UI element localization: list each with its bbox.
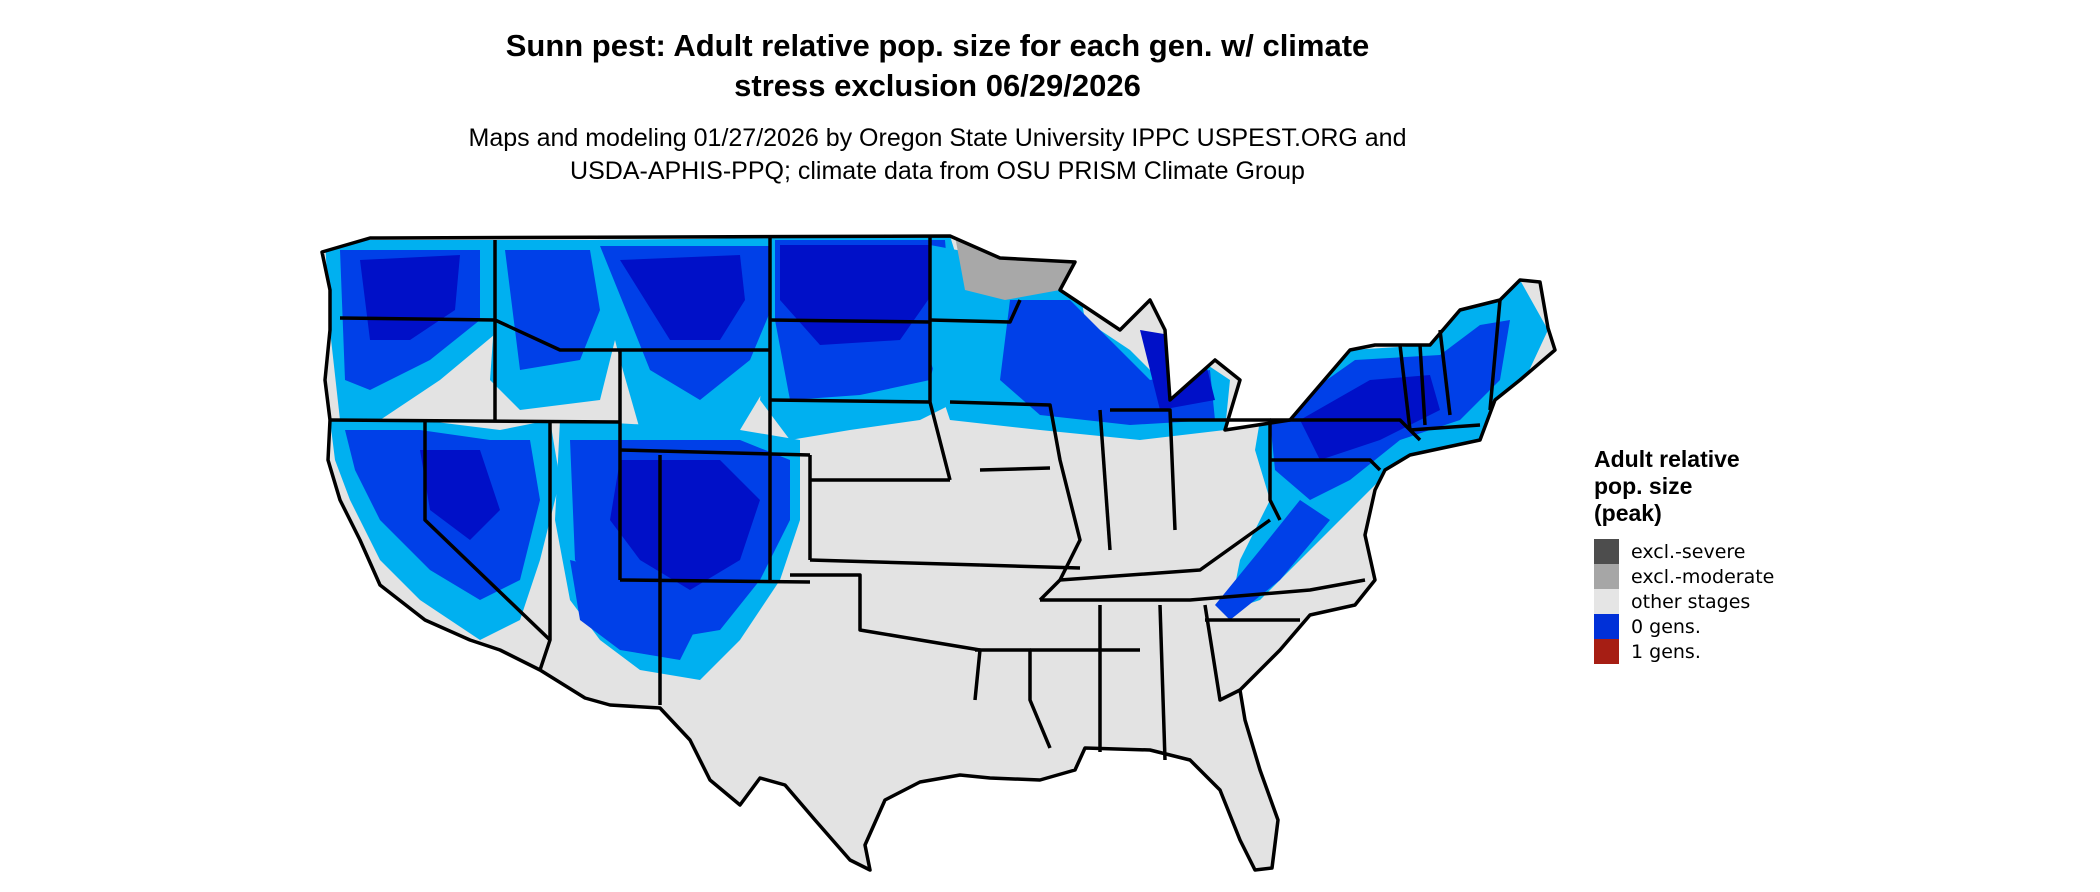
legend-swatch-1-gens — [1594, 639, 1619, 664]
map-subtitle: Maps and modeling 01/27/2026 by Oregon S… — [0, 122, 1875, 188]
map-title-line-1: Sunn pest: Adult relative pop. size for … — [505, 28, 1370, 63]
legend-title: Adult relative pop. size (peak) — [1594, 446, 1894, 527]
legend-label-1-gens: 1 gens. — [1631, 640, 1701, 663]
state-borders — [320, 234, 1557, 872]
legend-item-1-gens: 1 gens. — [1594, 639, 1894, 664]
legend-swatch-excl-moderate — [1594, 564, 1619, 589]
legend-label-other-stages: other stages — [1631, 590, 1751, 613]
map-title: Sunn pest: Adult relative pop. size for … — [0, 26, 1875, 106]
legend-swatch-0-gens — [1594, 614, 1619, 639]
map-subtitle-line-1: Maps and modeling 01/27/2026 by Oregon S… — [468, 124, 1407, 152]
us-outline — [320, 234, 1557, 872]
legend-swatch-other-stages — [1594, 589, 1619, 614]
map-subtitle-line-2: USDA-APHIS-PPQ; climate data from OSU PR… — [570, 157, 1305, 185]
legend-item-excl-moderate: excl.-moderate — [1594, 564, 1894, 589]
legend: Adult relative pop. size (peak) excl.-se… — [1594, 446, 1894, 664]
legend-title-line-3: (peak) — [1594, 500, 1662, 526]
legend-title-line-1: Adult relative — [1594, 446, 1740, 472]
legend-item-excl-severe: excl.-severe — [1594, 539, 1894, 564]
legend-label-excl-severe: excl.-severe — [1631, 540, 1746, 563]
legend-label-excl-moderate: excl.-moderate — [1631, 565, 1775, 588]
legend-title-line-2: pop. size — [1594, 473, 1693, 499]
legend-label-0-gens: 0 gens. — [1631, 615, 1701, 638]
legend-item-0-gens: 0 gens. — [1594, 614, 1894, 639]
legend-swatch-excl-severe — [1594, 539, 1619, 564]
legend-item-other-stages: other stages — [1594, 589, 1894, 614]
map-title-line-2: stress exclusion 06/29/2026 — [734, 68, 1141, 103]
